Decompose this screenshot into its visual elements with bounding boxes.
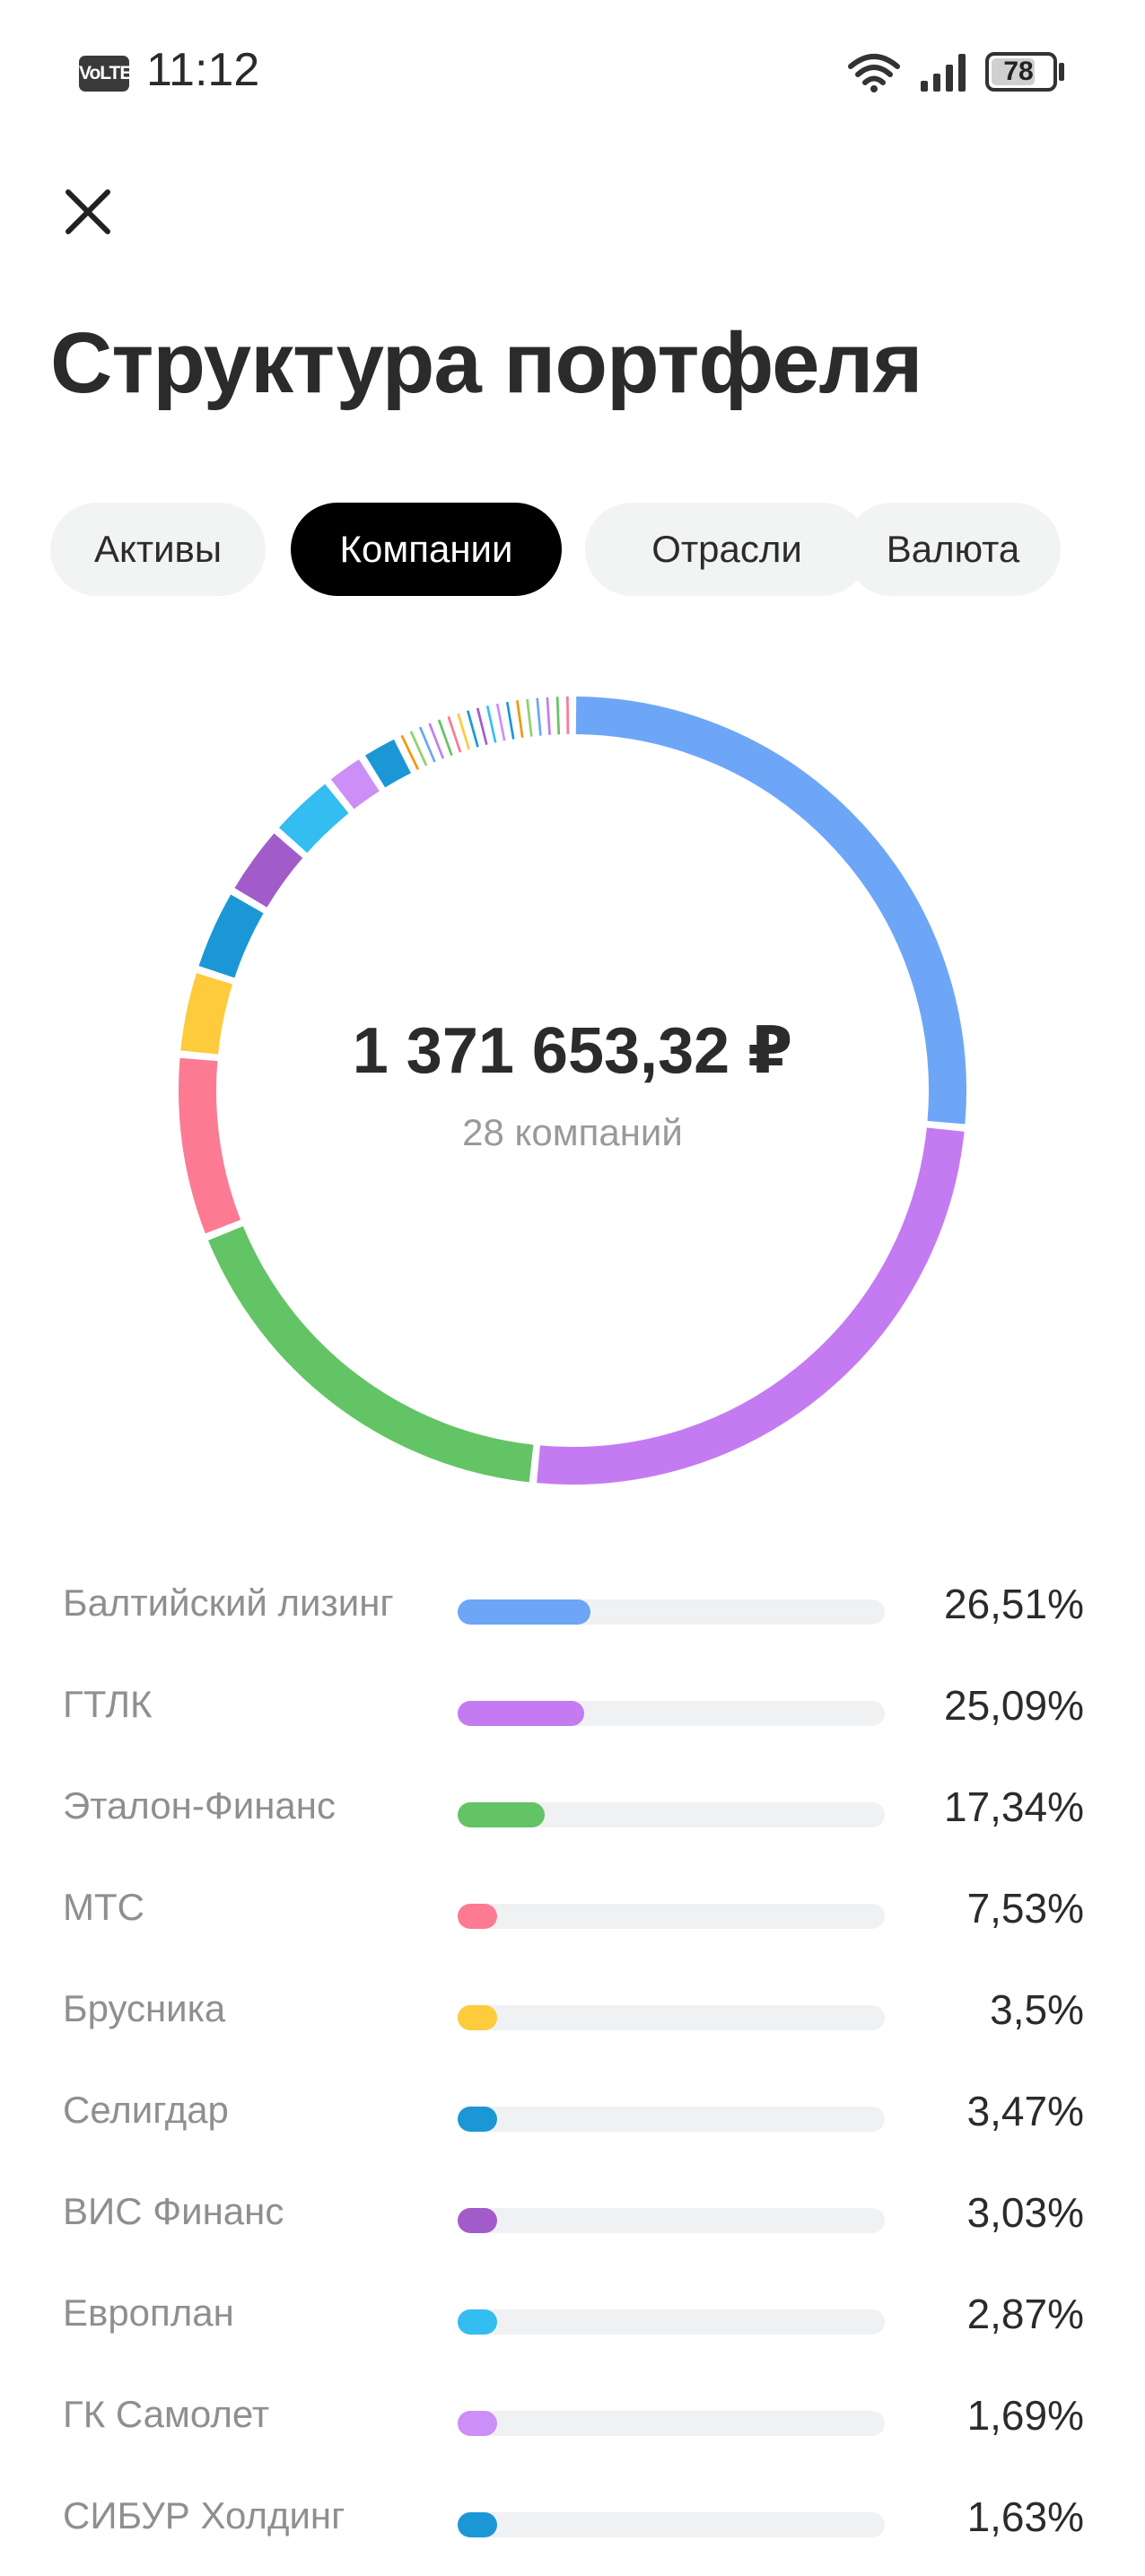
- company-share: 17,34%: [944, 1783, 1084, 1831]
- company-name: ГК Самолет: [63, 2393, 269, 2436]
- list-item[interactable]: ГТЛК 25,09%: [0, 1663, 1145, 1765]
- share-bar-track: [458, 2512, 885, 2537]
- company-name: Эталон-Финанс: [63, 1784, 336, 1827]
- donut-segment: [216, 904, 247, 972]
- share-bar-track: [458, 1904, 885, 1929]
- donut-segment: [343, 775, 370, 794]
- list-item[interactable]: Селигдар 3,47%: [0, 2069, 1145, 2170]
- donut-segment-other: [472, 729, 475, 730]
- company-share: 3,47%: [967, 2087, 1084, 2135]
- donut-segment-other: [426, 744, 428, 745]
- company-name: Балтийский лизинг: [63, 1582, 394, 1625]
- company-name: Брусника: [63, 1987, 225, 2030]
- volte-badge: VoLTE: [79, 56, 129, 92]
- share-bar-fill: [458, 1904, 497, 1929]
- battery-icon: 78: [985, 52, 1057, 92]
- share-bar-track: [458, 2309, 885, 2335]
- share-bar-track: [458, 1701, 885, 1726]
- share-bar-fill: [458, 1599, 590, 1625]
- list-item[interactable]: Балтийский лизинг 26,51%: [0, 1562, 1145, 1663]
- close-button[interactable]: [56, 180, 120, 244]
- list-item[interactable]: Брусника 3,5%: [0, 1967, 1145, 2069]
- list-item[interactable]: Эталон-Финанс 17,34%: [0, 1765, 1145, 1866]
- company-share: 26,51%: [944, 1580, 1084, 1628]
- company-share: 3,5%: [990, 1985, 1084, 2034]
- close-icon: [56, 180, 120, 244]
- company-name: МТС: [63, 1886, 144, 1929]
- share-bar-fill: [458, 1802, 545, 1827]
- share-bar-fill: [458, 2411, 497, 2436]
- company-share: 1,63%: [967, 2493, 1084, 2541]
- battery-tip: [1059, 63, 1064, 81]
- donut-segment-other: [481, 726, 484, 727]
- list-item[interactable]: МТС 7,53%: [0, 1866, 1145, 1967]
- donut-segment: [538, 1130, 946, 1466]
- donut-segment-other: [500, 722, 503, 723]
- page-title: Структура портфеля: [50, 314, 922, 413]
- share-bar-fill: [458, 1701, 584, 1726]
- companies-count: 28 компаний: [0, 1111, 1145, 1154]
- company-name: СИБУР Холдинг: [63, 2494, 345, 2537]
- status-time: 11:12: [146, 43, 259, 97]
- company-share: 3,03%: [967, 2188, 1084, 2237]
- donut-segment-other: [435, 740, 438, 741]
- tab-currency[interactable]: Валюта: [845, 503, 1061, 596]
- share-bar-fill: [458, 2208, 497, 2233]
- share-bar-fill: [458, 2512, 497, 2537]
- company-name: Селигдар: [63, 2089, 229, 2132]
- list-item[interactable]: ВИС Финанс 3,03%: [0, 2170, 1145, 2272]
- tab-companies[interactable]: Компании: [291, 503, 562, 596]
- company-share: 1,69%: [967, 2391, 1084, 2440]
- share-bar-fill: [458, 2309, 497, 2335]
- share-bar-track: [458, 2208, 885, 2233]
- company-name: Европлан: [63, 2291, 234, 2335]
- share-bar-track: [458, 1802, 885, 1827]
- tab-industries[interactable]: Отрасли: [585, 503, 869, 596]
- portfolio-donut-chart: 1 371 653,32 ₽ 28 компаний: [0, 664, 1145, 1508]
- company-share: 7,53%: [967, 1884, 1084, 1932]
- donut-segment-other: [453, 734, 456, 735]
- battery-percent: 78: [989, 56, 1048, 88]
- list-item[interactable]: ГК Самолет 1,69%: [0, 2373, 1145, 2475]
- signal-icon: [919, 50, 973, 93]
- list-item[interactable]: Европлан 2,87%: [0, 2272, 1145, 2373]
- company-share: 2,87%: [967, 2290, 1084, 2338]
- donut-segment: [250, 846, 288, 898]
- share-bar-track: [458, 2107, 885, 2132]
- list-item[interactable]: СИБУР Холдинг 1,63%: [0, 2475, 1145, 2576]
- donut-segment-other: [409, 752, 411, 753]
- share-bar-track: [458, 1599, 885, 1625]
- company-name: ГТЛК: [63, 1683, 153, 1726]
- donut-segment: [225, 1233, 531, 1463]
- status-bar: VoLTE 11:12 78: [0, 0, 1145, 144]
- donut-segment: [293, 799, 337, 840]
- company-name: ВИС Финанс: [63, 2190, 284, 2233]
- share-bar-fill: [458, 2107, 497, 2132]
- share-bar-fill: [458, 2005, 497, 2030]
- portfolio-total: 1 371 653,32 ₽: [0, 1012, 1145, 1088]
- donut-segment-other: [490, 724, 493, 725]
- tab-assets[interactable]: Активы: [50, 503, 266, 596]
- donut-segment-other: [417, 748, 419, 749]
- share-bar-track: [458, 2411, 885, 2436]
- company-share: 25,09%: [944, 1681, 1084, 1730]
- donut-segment: [375, 756, 402, 771]
- donut-segment-other: [444, 737, 447, 738]
- wifi-icon: [847, 50, 901, 93]
- share-bar-track: [458, 2005, 885, 2030]
